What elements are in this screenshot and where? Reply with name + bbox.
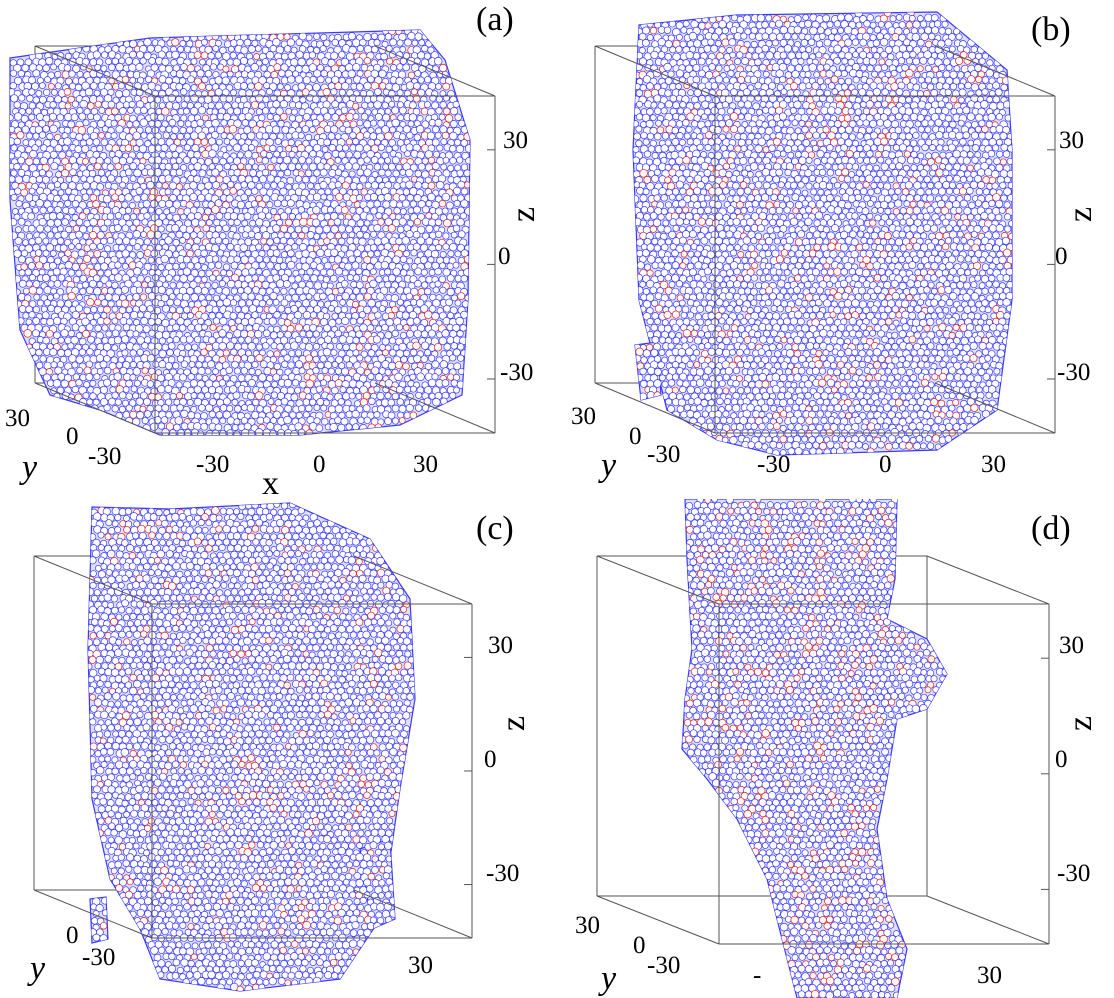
z-tick-top: 30 (1059, 632, 1084, 659)
x-axis-label: x (262, 465, 279, 499)
y-axis-label: y (598, 960, 617, 997)
z-tick-top: 30 (1059, 127, 1084, 154)
z-tick-mid: 0 (498, 243, 511, 270)
y-tick-bottom: -30 (647, 952, 680, 979)
x-tick-right: 30 (977, 962, 1002, 989)
z-tick-mid: 0 (484, 746, 497, 773)
x-tick-right: 30 (408, 952, 433, 979)
y-axis-label: y (27, 950, 46, 987)
y-tick-mid: 0 (629, 423, 642, 450)
y-tick-top: 30 (571, 403, 596, 430)
panel-c: (c) 30 0 -30 z 0 -30 y 30 (0, 499, 557, 998)
y-tick-top: 30 (575, 912, 600, 939)
x-tick-mid: 0 (879, 451, 892, 478)
x-tick-left: -30 (196, 451, 229, 478)
z-axis-label: z (505, 207, 542, 222)
y-tick-bottom: -30 (88, 443, 121, 470)
z-tick-top: 30 (488, 632, 513, 659)
y-tick-bottom: -30 (82, 944, 115, 971)
y-tick-mid: 0 (66, 922, 79, 949)
y-tick-bottom: -30 (647, 441, 680, 468)
x-tick-left: - (753, 962, 761, 989)
bounding-box-front (33, 555, 473, 939)
z-tick-mid: 0 (1055, 243, 1068, 270)
z-tick-bottom: -30 (500, 359, 533, 386)
z-tick-bottom: -30 (486, 860, 519, 887)
z-tick-bottom: -30 (1057, 860, 1090, 887)
y-tick-top: 30 (5, 405, 30, 432)
particle-cluster (632, 11, 1013, 456)
particle-cluster (87, 502, 416, 992)
y-axis-label: y (19, 449, 38, 486)
x-tick-left: -30 (757, 451, 790, 478)
x-tick-mid: 0 (313, 451, 326, 478)
panel-d: (d) 30 0 -30 z 30 0 -30 y - 30 (557, 499, 1114, 998)
x-tick-right: 30 (981, 451, 1006, 478)
panel-label: (a) (476, 1, 514, 38)
y-tick-mid: 0 (633, 932, 646, 959)
z-axis-label: z (495, 716, 532, 731)
panel-a: (a) 30 0 -30 z 30 0 -30 y -30 0 30 x (0, 0, 557, 499)
y-axis-label: y (598, 447, 617, 484)
panel-label: (d) (1031, 510, 1071, 547)
bounding-box-front (596, 555, 1050, 945)
bounding-box-front (594, 45, 1056, 434)
z-tick-mid: 0 (1055, 746, 1068, 773)
z-axis-label: z (1062, 716, 1099, 731)
bounding-box-front (34, 45, 496, 434)
z-axis-label: z (1062, 207, 1099, 222)
particle-cluster (9, 29, 471, 436)
panel-label: (c) (476, 510, 514, 547)
x-tick-right: 30 (413, 451, 438, 478)
z-tick-bottom: -30 (1057, 359, 1090, 386)
particle-cluster (681, 499, 948, 998)
panel-b: (b) 30 0 -30 z 30 0 -30 y -30 0 30 (557, 0, 1114, 499)
panel-label: (b) (1031, 11, 1071, 48)
z-tick-top: 30 (503, 127, 528, 154)
y-tick-mid: 0 (66, 423, 79, 450)
